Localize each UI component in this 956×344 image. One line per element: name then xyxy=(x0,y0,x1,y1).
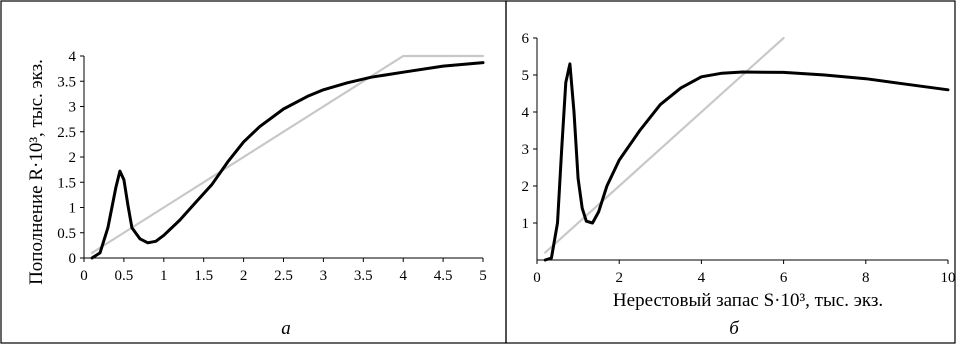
panel-a-y-tick-label: 1.5 xyxy=(57,175,76,191)
panel-b-y-tick-label: 4 xyxy=(522,105,530,121)
panel-a-plot: 0 0.5 1 1.5 2 2.5 3 3.5 4 4.5 5 0 0.5 1 1.5 2 2.5 3 3.5 4 xyxy=(57,49,487,284)
panel-a-x-tick-label: 0.5 xyxy=(115,268,134,284)
panel-b-x-tick-label: 10 xyxy=(941,270,956,286)
panel-b-y-tick-label: 5 xyxy=(522,68,530,84)
panel-b-x-tick-label: 2 xyxy=(615,270,623,286)
panel-a-y-tick-label: 0.5 xyxy=(57,226,76,242)
panel-b-x-axis-label: Нерестовый запас S·10³, тыс. экз. xyxy=(613,290,883,311)
panel-b-y-tick-label: 2 xyxy=(522,179,530,195)
panel-b-replacement-line xyxy=(544,36,785,254)
panel-a-letter: а xyxy=(281,318,291,339)
panel-a-x-tick-label: 4 xyxy=(399,268,407,284)
panel-a-y-tick-label: 0 xyxy=(69,251,77,267)
panel-a-x-tick-label: 4.5 xyxy=(434,268,453,284)
panel-a-x-tick-label: 2.5 xyxy=(274,268,293,284)
panel-b-model-curve xyxy=(543,62,950,262)
panel-b-letter: б xyxy=(729,318,740,339)
panel-a-x-tick-label: 1 xyxy=(160,268,168,284)
panel-b-x-tick-label: 6 xyxy=(780,270,788,286)
panel-a-y-tick-label: 4 xyxy=(69,49,77,65)
panel-a-replacement-line xyxy=(90,54,485,254)
panel-b-x-tick-label: 8 xyxy=(862,270,870,286)
panel-b-x-tick-label: 4 xyxy=(698,270,706,286)
panel-a-y-tick-label: 2.5 xyxy=(57,125,76,141)
panel-a-y-tick-label: 3.5 xyxy=(57,74,76,90)
panel-b-y-tick-label: 1 xyxy=(522,216,530,232)
panel-a-model-curve xyxy=(90,61,485,260)
panel-a-x-tick-label: 3 xyxy=(320,268,328,284)
panel-a-x-tick-label: 0 xyxy=(80,268,88,284)
panel-b-x-tick-label: 0 xyxy=(533,270,541,286)
panel-a-y-tick-label: 2 xyxy=(69,150,77,166)
panel-a-y-tick-label: 1 xyxy=(69,201,77,217)
panel-a-y-axis-label: Пополнение R·10³, тыс. экз. xyxy=(26,59,47,285)
panel-a-x-tick-label: 3.5 xyxy=(354,268,373,284)
panel-a-x-tick-label: 2 xyxy=(240,268,248,284)
panel-a-border xyxy=(0,0,507,344)
panel-a-x-tick-label: 5 xyxy=(479,268,487,284)
panel-b-y-tick-label: 3 xyxy=(522,142,530,158)
panel-b-y-tick-label: 6 xyxy=(522,31,530,47)
panel-b-border xyxy=(505,0,956,344)
panel-a-y-tick-label: 3 xyxy=(69,100,77,116)
panel-a-x-tick-label: 1.5 xyxy=(194,268,213,284)
